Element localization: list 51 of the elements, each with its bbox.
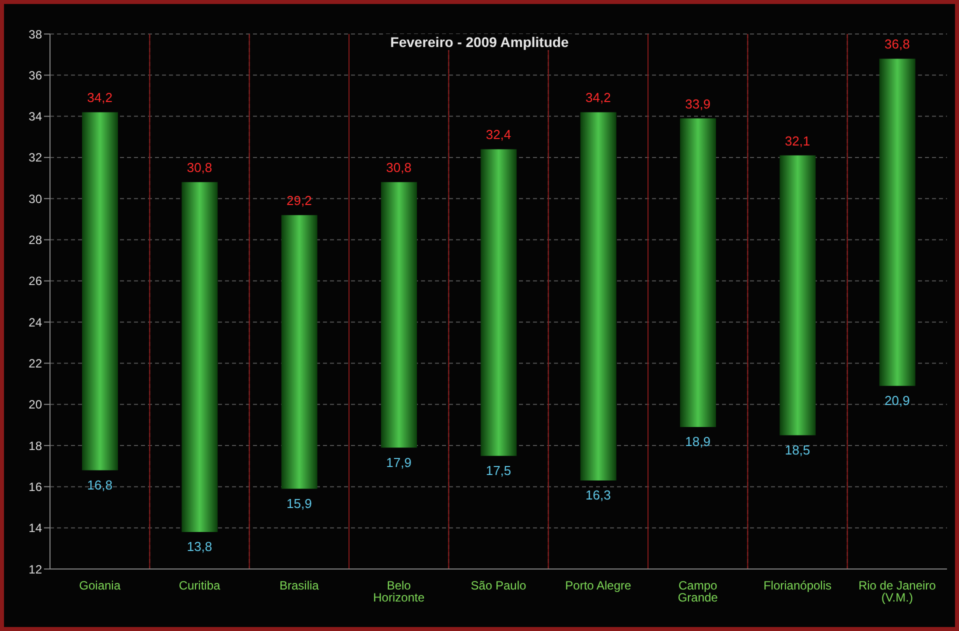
- annotation: 13,8: [186, 539, 212, 554]
- bar: [580, 112, 616, 481]
- x-tick-label: Porto Alegre: [565, 578, 632, 593]
- annotation: 18,5: [784, 442, 810, 458]
- y-tick-label: 18: [28, 438, 42, 453]
- x-tick-label: Campo Grande: [678, 578, 718, 605]
- bar: [182, 182, 218, 532]
- annotation: 16,8: [87, 477, 112, 492]
- bar: [480, 149, 517, 456]
- annotation: 30,8: [186, 160, 212, 176]
- bar: [381, 182, 417, 448]
- annotation: 32,4: [486, 127, 512, 142]
- annotation: 17,5: [486, 463, 512, 478]
- y-tick-label: 14: [28, 521, 42, 536]
- x-tick-label: Florianópolis: [763, 578, 832, 593]
- annotation: 20,9: [884, 393, 910, 408]
- bar: [780, 155, 816, 436]
- x-tick-label: Brasilia: [279, 578, 320, 593]
- y-tick-label: 20: [28, 398, 42, 412]
- annotation: 16,3: [586, 488, 611, 503]
- x-tick-label: Goiania: [79, 578, 121, 593]
- x-tick-label: São Paulo: [470, 578, 527, 593]
- y-tick-label: 32: [28, 150, 42, 165]
- bar: [680, 118, 716, 428]
- annotation: 15,9: [286, 496, 312, 511]
- y-tick-label: 12: [28, 562, 42, 576]
- x-tick-label: Belo Horizonte: [373, 578, 425, 605]
- y-tick-label: 16: [28, 480, 42, 494]
- annotation: 17,9: [386, 454, 412, 470]
- x-tick-label: Rio de Janeiro (V.M.): [858, 578, 936, 605]
- bar: [281, 215, 318, 489]
- annotation: 34,2: [87, 90, 112, 106]
- annotation: 18,9: [685, 434, 710, 450]
- y-tick-label: 28: [28, 233, 42, 248]
- x-tick-label: Curitiba: [178, 578, 220, 593]
- annotation: 30,8: [386, 160, 412, 176]
- y-tick-label: 22: [28, 356, 42, 370]
- y-tick-label: 38: [28, 27, 42, 42]
- bar: [879, 58, 916, 386]
- annotation: 36,8: [884, 36, 910, 52]
- annotation: 33,9: [685, 96, 710, 112]
- annotation: 32,1: [784, 133, 810, 148]
- y-tick-label: 34: [28, 110, 42, 124]
- bar: [82, 112, 118, 470]
- y-tick-label: 30: [28, 192, 42, 206]
- annotation: 29,2: [286, 193, 312, 208]
- chart-title: Fevereiro - 2009 Amplitude: [384, 34, 575, 50]
- annotation: 34,2: [586, 90, 611, 106]
- y-tick-label: 24: [28, 315, 42, 330]
- y-tick-label: 26: [28, 274, 42, 288]
- y-tick-label: 36: [28, 68, 42, 82]
